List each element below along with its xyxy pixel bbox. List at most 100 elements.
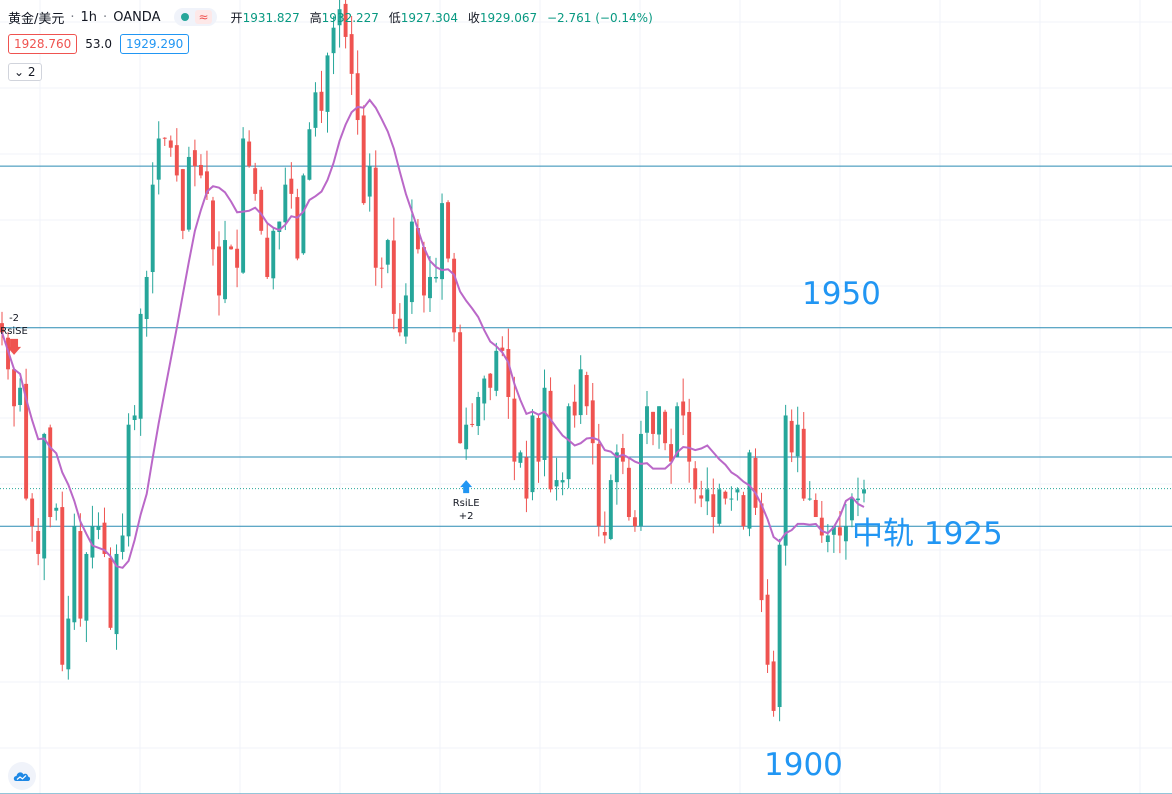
candle-body [331, 27, 336, 54]
symbol-name[interactable]: 黄金/美元 [8, 11, 65, 27]
candle-body [313, 92, 318, 128]
candle-body [831, 526, 836, 535]
indicators-toggle-button[interactable]: ⌄ 2 [8, 63, 42, 81]
candle-body [156, 138, 161, 180]
candle-body [645, 406, 649, 433]
candle [639, 420, 643, 531]
candle-body [223, 240, 227, 300]
candle [452, 252, 457, 342]
level-label: 1950 [802, 276, 881, 312]
candle [78, 513, 83, 627]
candle-body [192, 150, 197, 167]
candle-body [476, 397, 481, 427]
candle-body [807, 498, 812, 500]
candle [283, 167, 288, 231]
candle [24, 368, 29, 501]
candle-body [253, 168, 258, 194]
candle-body [265, 237, 270, 277]
candle-body [765, 594, 770, 665]
candle [440, 193, 445, 300]
candle-body [681, 401, 686, 416]
candle [699, 480, 704, 508]
signal-qty: -2 [9, 313, 19, 324]
tradingview-logo-icon[interactable] [8, 762, 36, 790]
candle-body [440, 203, 445, 280]
candle [560, 472, 565, 496]
indicator-wave-icon[interactable]: ≈ [195, 10, 212, 24]
candle-body [801, 428, 806, 499]
level-labels: 1950 中轨 1925 1900 [764, 276, 1003, 783]
candle-body [554, 480, 559, 487]
candle-body [777, 544, 782, 708]
candle-body [843, 526, 848, 542]
candle-body [711, 494, 716, 518]
legend-separator: · [103, 9, 108, 25]
candle-body [150, 184, 155, 273]
candle [409, 199, 414, 314]
candle-body [825, 535, 830, 543]
candle-body [614, 452, 619, 483]
candle [379, 257, 384, 289]
candle-body [132, 415, 137, 421]
candle [265, 223, 270, 279]
candle-body [403, 295, 408, 337]
candle-body [295, 197, 300, 259]
candle-body [114, 553, 119, 635]
candle-body [675, 406, 680, 457]
candle-body [428, 276, 432, 299]
signal-label: RsiSE [0, 326, 28, 337]
candle-body [355, 73, 360, 121]
low-value: 1927.304 [400, 10, 459, 25]
buy-price-button[interactable]: 1929.290 [119, 34, 190, 54]
candle [144, 270, 149, 337]
candle-body [741, 495, 746, 527]
candle [301, 173, 306, 255]
candle-body [72, 526, 77, 623]
candle [434, 257, 438, 283]
candle [825, 524, 830, 553]
candle [512, 376, 517, 481]
ohlc-values: 开1931.827 高1932.227 低1927.304 收1929.067 … [231, 9, 659, 26]
candle [554, 457, 559, 501]
close-label: 收 [467, 10, 480, 25]
candle-body [247, 141, 252, 167]
candle [669, 428, 674, 484]
candle [168, 135, 173, 157]
candle-body [500, 347, 505, 351]
indicator-pill[interactable]: ≈ [174, 8, 217, 26]
candle [705, 467, 710, 516]
candle [862, 479, 866, 503]
candle [482, 375, 487, 421]
candle-body [687, 411, 692, 462]
candle-body [66, 618, 71, 670]
candle-body [759, 503, 764, 601]
interval-label[interactable]: 1h [80, 9, 98, 25]
candle-body [512, 398, 517, 462]
level-label: 1900 [764, 747, 843, 783]
open-label: 开 [230, 10, 243, 25]
candle-body [180, 169, 185, 231]
candle [771, 650, 776, 717]
candle [777, 538, 782, 722]
candle [747, 449, 752, 537]
candle [765, 579, 770, 673]
candle [126, 413, 131, 547]
candle-body [813, 499, 818, 518]
candle [138, 308, 143, 436]
candle [156, 121, 161, 195]
candle [313, 82, 318, 137]
low-label: 低 [388, 10, 401, 25]
candle [590, 382, 595, 465]
candle-body [530, 415, 535, 493]
candle [657, 406, 662, 449]
candle [162, 137, 167, 146]
candle-body [421, 247, 426, 296]
candle-body [48, 427, 53, 518]
candle-body [452, 258, 457, 333]
sell-price-button[interactable]: 1928.760 [8, 34, 78, 54]
candle-body [626, 467, 631, 518]
candle-body [90, 526, 95, 558]
candle-body [566, 406, 571, 480]
candle [446, 200, 451, 263]
